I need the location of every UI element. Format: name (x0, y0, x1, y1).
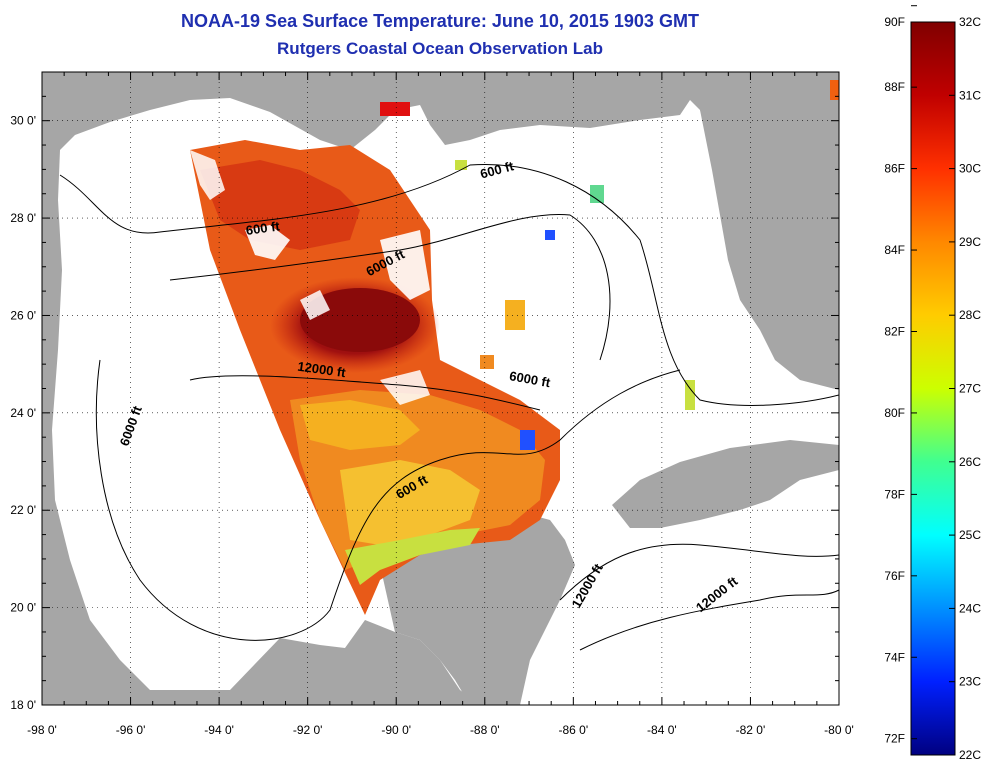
colorbar-label-f: 82F (884, 324, 905, 338)
colorbar-label-c: 32C (959, 15, 981, 29)
colorbar-label-f: 80F (884, 406, 905, 420)
colorbar-label-f: 76F (884, 569, 905, 583)
cuba-land (612, 440, 839, 528)
contour-12000ft-caribbean (559, 543, 839, 601)
colorbar-labels: 90F 88F 86F 84F 82F 80F 78F 76F 74F 72F 32C 31C 30C 2… (884, 5, 981, 762)
contour-label: 6000 ft (508, 368, 552, 390)
contour-6000ft (95, 359, 681, 641)
lat-tick-label: 20 0' (10, 601, 36, 615)
lat-tick-label: 24 0' (10, 406, 36, 420)
map-subtitle: Rutgers Coastal Ocean Observation Lab (277, 39, 603, 58)
colorbar-label-f: 72F (884, 732, 905, 746)
contour-label: 12000 ft (297, 359, 348, 381)
contour-6000ft-north (169, 213, 611, 361)
graticule (41, 71, 840, 706)
lat-tick-label: 30 0' (10, 114, 36, 128)
colorbar-label-f: 78F (884, 487, 905, 501)
colorbar-label-c: 23C (959, 675, 981, 689)
lon-tick-label: -80 0' (824, 723, 854, 737)
contour-shelf-caribbean (579, 589, 839, 651)
colorbar-label-c: 27C (959, 382, 981, 396)
colorbar-label-f: 84F (884, 243, 905, 257)
florida-land (700, 80, 839, 390)
colorbar (910, 21, 956, 756)
lon-tick-label: -92 0' (293, 723, 323, 737)
colorbar-label-c: 30C (959, 162, 981, 176)
lat-tick-label: 28 0' (10, 211, 36, 225)
lon-tick-label: -96 0' (116, 723, 146, 737)
map-title: NOAA-19 Sea Surface Temperature: June 10… (181, 11, 699, 31)
colorbar-label-f: 90F (884, 15, 905, 29)
colorbar-label-c: 28C (959, 308, 981, 322)
lon-tick-label: -86 0' (559, 723, 589, 737)
longitude-axis: -98 0' -96 0' -94 0' -92 0' -90 0' -88 0' -86 … (27, 723, 854, 737)
lon-tick-label: -98 0' (27, 723, 57, 737)
yucatan-land (380, 512, 575, 705)
lon-tick-label: -90 0' (381, 723, 411, 737)
contour-label: 600 ft (245, 218, 281, 238)
colorbar-label-f: 86F (884, 162, 905, 176)
colorbar-label-f: 88F (884, 80, 905, 94)
colorbar-label-c: 22C (959, 748, 981, 762)
map-area (42, 72, 839, 705)
colorbar-label-c: 24C (959, 601, 981, 615)
sst-swath (190, 80, 839, 615)
lat-tick-label: 22 0' (10, 503, 36, 517)
colorbar-label-c: 29C (959, 235, 981, 249)
colorbar-label-c: 26C (959, 455, 981, 469)
lon-tick-label: -82 0' (736, 723, 766, 737)
colorbar-label-c: 31C (959, 88, 981, 102)
latitude-axis: 18 0' 20 0' 22 0' 24 0' 26 0' 28 0' 30 0' (10, 114, 36, 712)
lat-tick-label: 18 0' (10, 698, 36, 712)
colorbar-label-f: 74F (884, 650, 905, 664)
lon-tick-label: -88 0' (470, 723, 500, 737)
lat-tick-label: 26 0' (10, 308, 36, 322)
contour-12000ft (189, 375, 541, 411)
contour-600ft (59, 163, 839, 406)
colorbar-label-c: 25C (959, 528, 981, 542)
lon-tick-label: -84 0' (647, 723, 677, 737)
lon-tick-label: -94 0' (204, 723, 234, 737)
depth-contours (59, 163, 839, 651)
